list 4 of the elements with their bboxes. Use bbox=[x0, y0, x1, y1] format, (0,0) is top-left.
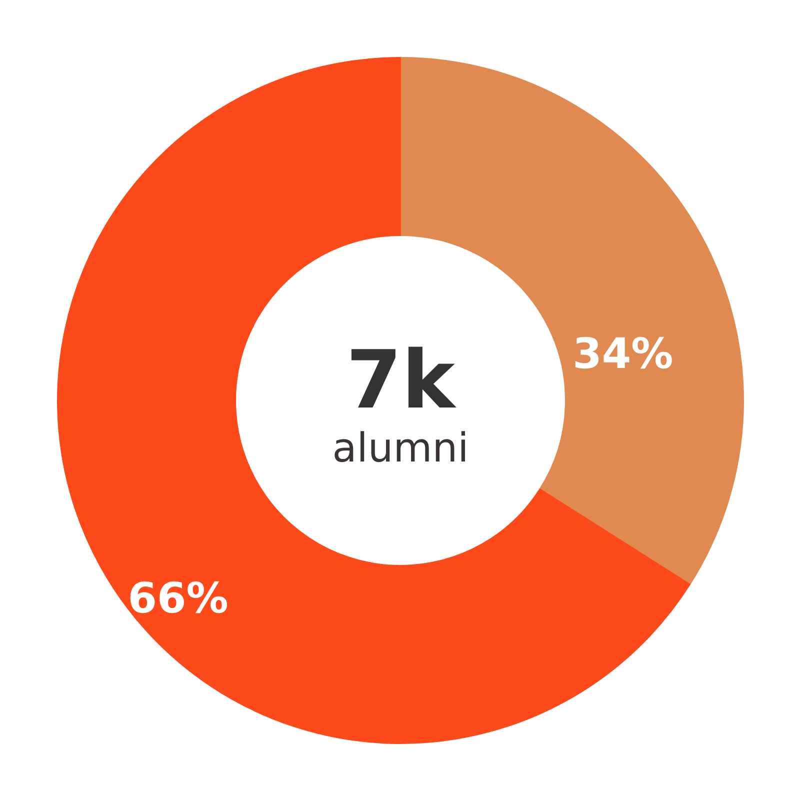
text: 7k bbox=[346, 333, 457, 426]
data-label: 34% bbox=[572, 329, 674, 378]
data-label: 66% bbox=[128, 574, 228, 623]
text: alumni bbox=[332, 426, 469, 472]
